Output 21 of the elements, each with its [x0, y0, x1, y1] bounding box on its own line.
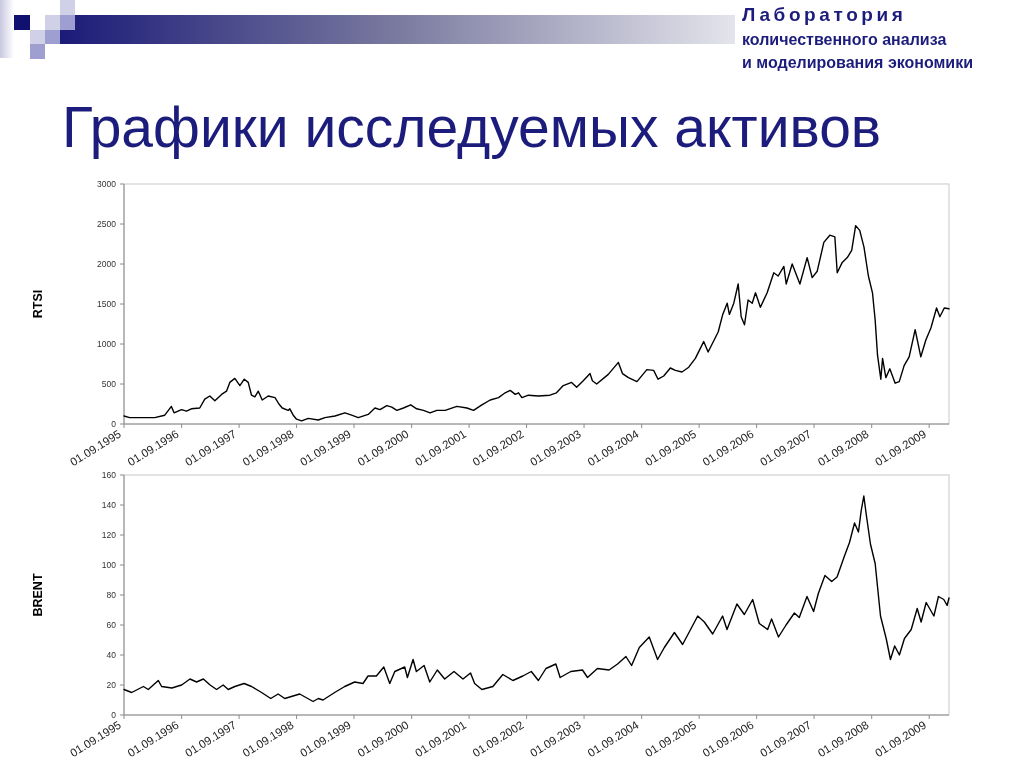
- y-tick-label: 0: [111, 709, 117, 720]
- text: Лаборатория количественного анализа и моделирования экономики: [742, 4, 974, 71]
- y-axis-title: RTSI: [31, 289, 45, 319]
- line-series: [123, 495, 950, 703]
- y-tick-label: 140: [101, 499, 117, 510]
- y-tick-label: 2500: [97, 218, 117, 229]
- y-tick-label: 40: [106, 649, 117, 660]
- y-tick-label: 3000: [97, 178, 117, 189]
- y-tick-label: 500: [101, 378, 117, 389]
- y-tick-label: 1000: [97, 338, 117, 349]
- y-tick-label: 120: [101, 529, 117, 540]
- chart-title: Графики исследуемых активов: [62, 95, 882, 159]
- y-axis-title: BRENT: [31, 573, 45, 617]
- y-tick-label: 1500: [97, 298, 117, 309]
- y-tick-label: 20: [106, 679, 117, 690]
- y-tick-label: 2000: [97, 258, 117, 269]
- y-tick-label: 80: [106, 589, 117, 600]
- y-tick-label: 100: [101, 559, 117, 570]
- y-tick-label: 60: [106, 619, 117, 630]
- y-tick-label: 0: [111, 418, 117, 429]
- y-tick-label: 160: [101, 469, 117, 480]
